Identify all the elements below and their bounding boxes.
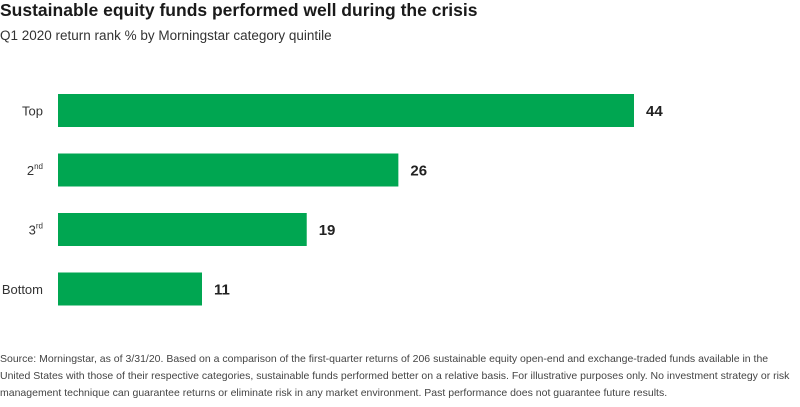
bar-1 [58,153,399,187]
category-label: Top [22,104,43,119]
category-label: 3rd [29,222,43,238]
bar-value-label: 19 [319,222,336,239]
bar-3 [58,272,202,306]
bar-value-label: 11 [214,282,230,299]
bar-0 [58,94,634,127]
category-label: 2nd [27,162,43,178]
bar-value-label: 26 [410,163,427,180]
bar-2 [58,213,307,246]
bar-chart: 44 Top 26 2nd 19 3rd 11 Bottom [2,94,663,306]
bar-value-label: 44 [646,103,663,120]
category-label: Bottom [2,282,43,297]
chart-title: Sustainable equity funds performed well … [0,0,478,20]
chart-subtitle: Q1 2020 return rank % by Morningstar cat… [0,28,332,43]
source-note: Source: Morningstar, as of 3/31/20. Base… [0,353,790,399]
